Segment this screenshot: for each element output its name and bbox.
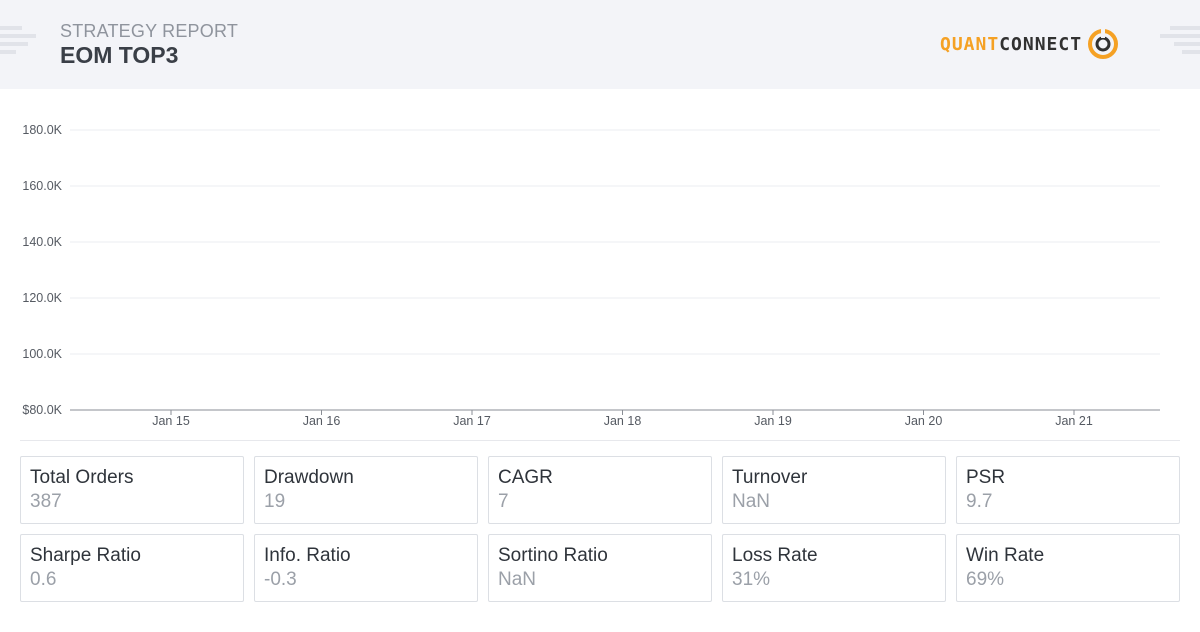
stat-label: Sharpe Ratio [30, 545, 141, 566]
stat-label: Sortino Ratio [498, 545, 608, 566]
report-title: EOM TOP3 [60, 42, 179, 68]
stat-label: Drawdown [264, 467, 354, 488]
stat-value: -0.3 [264, 569, 297, 590]
logo-ring-icon [1088, 29, 1119, 59]
logo-word-quant: QUANT [940, 33, 1000, 55]
stat-value: NaN [498, 569, 537, 590]
stat-card: Total Orders 387 [20, 456, 244, 524]
stat-label: PSR [966, 467, 1006, 488]
x-tick-label: Jan 19 [754, 414, 792, 428]
stat-value: 19 [264, 491, 286, 512]
y-tick-label: 100.0K [22, 347, 62, 361]
stat-card: PSR 9.7 [956, 456, 1180, 524]
stat-value: 387 [30, 491, 62, 512]
stat-label: CAGR [498, 467, 553, 488]
section-divider [20, 440, 1180, 441]
stat-card: Turnover NaN [722, 456, 946, 524]
stat-card: Drawdown 19 [254, 456, 478, 524]
x-tick-label: Jan 15 [152, 414, 190, 428]
stat-label: Turnover [732, 467, 808, 488]
stat-label: Win Rate [966, 545, 1045, 566]
stat-value: NaN [732, 491, 771, 512]
report-subtitle: STRATEGY REPORT [60, 21, 239, 41]
stat-card: Info. Ratio -0.3 [254, 534, 478, 602]
report-header: STRATEGY REPORT EOM TOP3 QUANT CONNECT [0, 0, 1200, 89]
y-tick-label: 120.0K [22, 291, 62, 305]
stat-label: Info. Ratio [264, 545, 351, 566]
x-tick-label: Jan 16 [303, 414, 341, 428]
stat-value: 69% [966, 569, 1005, 590]
stat-label: Loss Rate [732, 545, 818, 566]
y-tick-label: $80.0K [22, 403, 62, 417]
logo-word-connect: CONNECT [999, 33, 1083, 55]
y-tick-label: 160.0K [22, 179, 62, 193]
y-tick-label: 140.0K [22, 235, 62, 249]
stat-value: 0.6 [30, 569, 57, 590]
x-tick-label: Jan 18 [604, 414, 642, 428]
stat-card: Win Rate 69% [956, 534, 1180, 602]
stat-card: Loss Rate 31% [722, 534, 946, 602]
stat-card: Sortino Ratio NaN [488, 534, 712, 602]
y-tick-label: 180.0K [22, 123, 62, 137]
stat-value: 31% [732, 569, 771, 590]
x-tick-label: Jan 21 [1055, 414, 1093, 428]
stat-label: Total Orders [30, 467, 134, 488]
stat-card: Sharpe Ratio 0.6 [20, 534, 244, 602]
stat-value: 7 [498, 491, 509, 512]
x-tick-label: Jan 17 [453, 414, 491, 428]
stat-value: 9.7 [966, 491, 993, 512]
x-tick-label: Jan 20 [905, 414, 943, 428]
quantconnect-logo: QUANT CONNECT [940, 24, 1120, 64]
equity-chart: $80.0K 100.0K 120.0K 140.0K 160.0K 180.0K Jan … [22, 123, 1160, 428]
stat-card: CAGR 7 [488, 456, 712, 524]
